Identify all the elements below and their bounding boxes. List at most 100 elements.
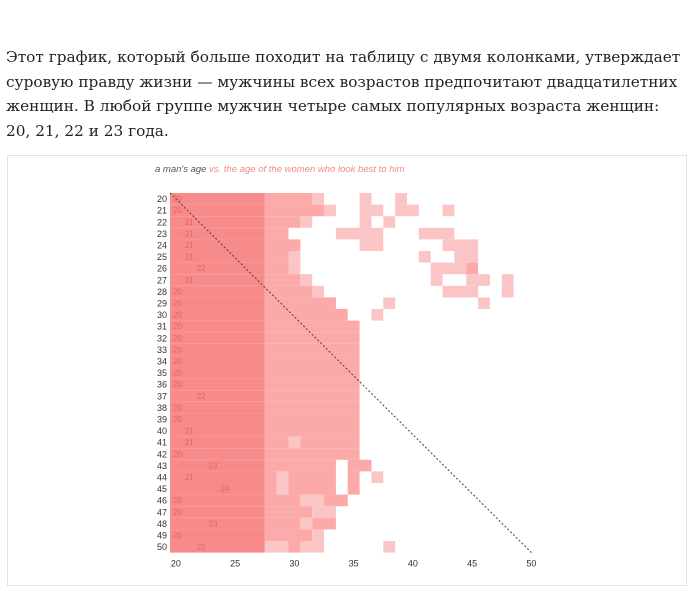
x-tick-label: 40 [408,559,418,569]
preferred-age-label: 22 [197,543,206,552]
y-tick-label: 21 [157,206,167,216]
heatmap-cell [170,309,265,321]
heatmap-cell [264,297,336,309]
heatmap-cell [264,541,289,553]
preferred-age-label: 20 [173,508,182,517]
article-paragraph: Этот график, который больше походит на т… [6,48,681,140]
preferred-age-label: 21 [185,218,194,227]
y-tick-label: 29 [157,299,167,309]
preferred-age-label: 20 [173,369,182,378]
heatmap-cell [264,204,325,217]
heatmap-cell [288,471,336,483]
preferred-age-label: 21 [185,427,194,436]
heatmap-cell [371,309,384,321]
heatmap-cell [264,529,313,541]
y-tick-label: 25 [157,252,167,262]
heatmap-cell [170,436,265,449]
y-tick-label: 45 [157,484,167,494]
preferred-age-label: 20 [173,531,182,540]
y-tick-label: 49 [157,531,167,541]
heatmap-cell [170,297,265,309]
heatmap-cell [466,274,490,286]
heatmap-cell [276,483,289,495]
heatmap-cell [170,517,265,530]
heatmap-cell [264,367,360,379]
heatmap-cell [264,216,301,228]
heatmap-cell [264,378,360,391]
y-tick-label: 36 [157,380,167,390]
preferred-age-label: 20 [173,206,182,215]
heatmap-cell [312,529,325,541]
heatmap-cell [170,401,265,414]
heatmap-cell [383,216,396,228]
heatmap-cell [264,459,336,472]
heatmap-cell [170,506,265,518]
heatmap-cell [170,274,265,286]
preferred-age-label: 23 [209,461,218,470]
x-tick-label: 45 [467,559,477,569]
preferred-age-label: 20 [173,403,182,412]
heatmap-cell [170,413,265,425]
heatmap-cell [170,320,265,333]
heatmap-cell [170,355,265,367]
heatmap-cell [170,216,265,228]
heatmap-cell [170,471,265,483]
y-tick-label: 32 [157,333,167,343]
preferred-age-label: 20 [173,357,182,366]
heatmap-cell [264,401,360,414]
y-tick-label: 31 [157,322,167,332]
heatmap-cell [359,193,372,205]
preferred-age-label: 24 [220,485,229,494]
preferred-age-label: 20 [173,345,182,354]
heatmap-cell [170,332,265,344]
y-tick-label: 22 [157,217,167,227]
preferred-age-label: 20 [173,334,182,343]
heatmap-cell [264,448,360,460]
heatmap-cell [347,483,360,495]
preferred-age-label: 20 [173,299,182,308]
heatmap-cell [288,251,301,263]
y-tick-label: 48 [157,519,167,529]
heatmap-cell [170,239,265,251]
heatmap-cell [264,193,313,205]
heatmap-cell [170,541,265,553]
heatmap-cell [264,483,277,495]
y-tick-label: 28 [157,287,167,297]
preferred-age-label: 20 [173,415,182,424]
heatmap-cell [300,494,325,507]
heatmap-cell [312,285,325,298]
heatmap-cell [170,193,265,205]
heatmap-cell [312,517,336,530]
heatmap-cell [288,262,301,275]
y-tick-label: 44 [157,473,167,483]
heatmap-cell [264,517,301,530]
y-tick-label: 23 [157,229,167,239]
x-tick-label: 35 [349,559,359,569]
heatmap-cell [478,297,490,309]
preferred-age-label: 20 [173,380,182,389]
heatmap-cell [300,274,313,286]
heatmap-cell [264,332,360,344]
x-tick-label: 30 [289,559,299,569]
x-tick-label: 25 [230,559,240,569]
heatmap-cell [276,471,289,483]
y-tick-label: 24 [157,241,167,251]
heatmap-cell [170,367,265,379]
heatmap-cell [430,274,443,286]
heatmap-cell [454,251,479,263]
heatmap-cell [264,309,348,321]
heatmap-cell [300,541,325,553]
heatmap-cell [288,541,301,553]
heatmap-cell [288,436,301,449]
preferred-age-label: 23 [209,519,218,528]
y-tick-label: 39 [157,415,167,425]
heatmap-cell [264,343,360,356]
heatmap-cell [466,262,479,275]
heatmap-cell [371,471,384,483]
heatmap-cell [264,425,360,437]
heatmap-cell [264,413,360,425]
preferred-age-label: 20 [173,322,182,331]
preferred-age-label: 20 [173,450,182,459]
heatmap-cell [264,285,313,298]
